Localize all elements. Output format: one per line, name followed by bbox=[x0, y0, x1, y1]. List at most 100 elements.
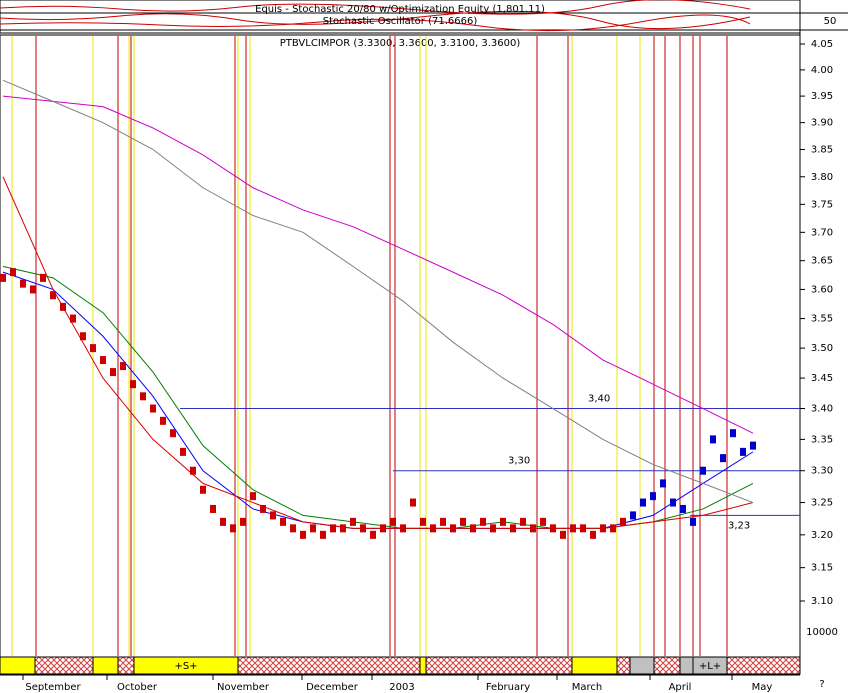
price-bar bbox=[240, 517, 246, 526]
oscillator-line bbox=[0, 0, 751, 15]
price-bar bbox=[430, 524, 436, 533]
price-bar bbox=[70, 314, 76, 323]
price-bar bbox=[490, 524, 496, 533]
price-bar bbox=[290, 524, 296, 533]
y-tick-label: 3.40 bbox=[811, 404, 833, 415]
signal-segment bbox=[679, 656, 694, 675]
y-tick-label: 3.75 bbox=[811, 199, 833, 210]
corner-mark: ? bbox=[819, 679, 824, 690]
price-bar bbox=[350, 517, 356, 526]
price-bar bbox=[570, 524, 576, 533]
price-bar bbox=[470, 524, 476, 533]
price-bar bbox=[600, 524, 606, 533]
price-bar bbox=[260, 504, 266, 513]
price-bar bbox=[630, 511, 636, 520]
y-tick-label: 3.30 bbox=[811, 466, 833, 477]
y-tick-label: 3.85 bbox=[811, 145, 833, 156]
y-tick-label: 3.80 bbox=[811, 172, 833, 183]
price-bar bbox=[380, 524, 386, 533]
price-bar bbox=[300, 530, 306, 539]
price-title: PTBVLCIMPOR (3.3300, 3.3600, 3.3100, 3.3… bbox=[280, 38, 521, 49]
price-bar bbox=[730, 429, 736, 438]
price-bar bbox=[500, 517, 506, 526]
price-bar bbox=[20, 279, 26, 288]
y-tick-label: 4.05 bbox=[811, 39, 833, 50]
oscillator-line bbox=[0, 14, 751, 32]
price-bar bbox=[450, 524, 456, 533]
price-bar bbox=[140, 392, 146, 401]
price-bar bbox=[680, 504, 686, 513]
price-bar bbox=[560, 530, 566, 539]
oscillator-title: Stochastic Oscillator (71.6666) bbox=[323, 16, 478, 27]
price-bar bbox=[530, 524, 536, 533]
price-bar bbox=[130, 380, 136, 389]
price-bar bbox=[250, 492, 256, 501]
y-tick-label: 3.25 bbox=[811, 498, 833, 509]
y-tick-label: 3.45 bbox=[811, 373, 833, 384]
price-bar bbox=[190, 466, 196, 475]
signal-label: +S+ bbox=[174, 661, 197, 672]
price-bar bbox=[90, 344, 96, 353]
price-bar bbox=[230, 524, 236, 533]
price-bar bbox=[320, 530, 326, 539]
price-bar bbox=[60, 302, 66, 311]
price-bar bbox=[460, 517, 466, 526]
x-tick-label: 2003 bbox=[389, 682, 414, 693]
price-bar bbox=[180, 447, 186, 456]
oscillator-tick: 50 bbox=[824, 16, 837, 27]
signal-segment bbox=[0, 656, 36, 675]
price-bar bbox=[160, 416, 166, 425]
price-bar bbox=[270, 511, 276, 520]
x-tick-label: May bbox=[752, 682, 773, 693]
price-bar bbox=[50, 291, 56, 300]
indicator-title: Equis - Stochastic 20/80 w/Optimization … bbox=[255, 4, 545, 15]
price-bar bbox=[0, 273, 6, 282]
y-tick-label: 3.10 bbox=[811, 596, 833, 607]
signal-segment bbox=[571, 656, 618, 675]
signal-segment bbox=[92, 656, 119, 675]
price-bar bbox=[660, 479, 666, 488]
price-bar bbox=[520, 517, 526, 526]
plot-area bbox=[0, 36, 800, 656]
price-bar bbox=[30, 285, 36, 294]
price-bar bbox=[170, 429, 176, 438]
price-bar bbox=[210, 504, 216, 513]
signal-segment bbox=[419, 656, 427, 675]
volume-tick-label: 10000 bbox=[806, 627, 838, 638]
price-bar bbox=[220, 517, 226, 526]
signal-label: +L+ bbox=[699, 661, 721, 672]
price-bar bbox=[280, 517, 286, 526]
price-bar bbox=[580, 524, 586, 533]
price-bar bbox=[590, 530, 596, 539]
x-tick-label: December bbox=[306, 682, 359, 693]
price-bar bbox=[740, 447, 746, 456]
x-tick-label: April bbox=[669, 682, 692, 693]
price-bar bbox=[340, 524, 346, 533]
y-tick-label: 3.90 bbox=[811, 118, 833, 129]
price-bar bbox=[390, 517, 396, 526]
oscillator-line bbox=[0, 10, 751, 30]
x-tick-label: October bbox=[117, 682, 158, 693]
price-bar bbox=[420, 517, 426, 526]
price-bar bbox=[400, 524, 406, 533]
price-bar bbox=[110, 368, 116, 377]
y-tick-label: 4.00 bbox=[811, 65, 833, 76]
level-label: 3,40 bbox=[588, 394, 610, 405]
price-bar bbox=[410, 498, 416, 507]
price-bar bbox=[700, 466, 706, 475]
price-bar bbox=[40, 273, 46, 282]
moving-average bbox=[2, 176, 754, 529]
price-bar bbox=[150, 404, 156, 413]
price-bar bbox=[80, 332, 86, 341]
price-bar bbox=[690, 517, 696, 526]
price-bar bbox=[610, 524, 616, 533]
signal-segment bbox=[133, 656, 239, 675]
price-bar bbox=[620, 517, 626, 526]
price-bar bbox=[310, 524, 316, 533]
price-bar bbox=[100, 356, 106, 365]
level-label: 3,23 bbox=[728, 520, 750, 531]
price-bar bbox=[330, 524, 336, 533]
moving-average bbox=[2, 95, 754, 434]
y-tick-label: 3.60 bbox=[811, 284, 833, 295]
